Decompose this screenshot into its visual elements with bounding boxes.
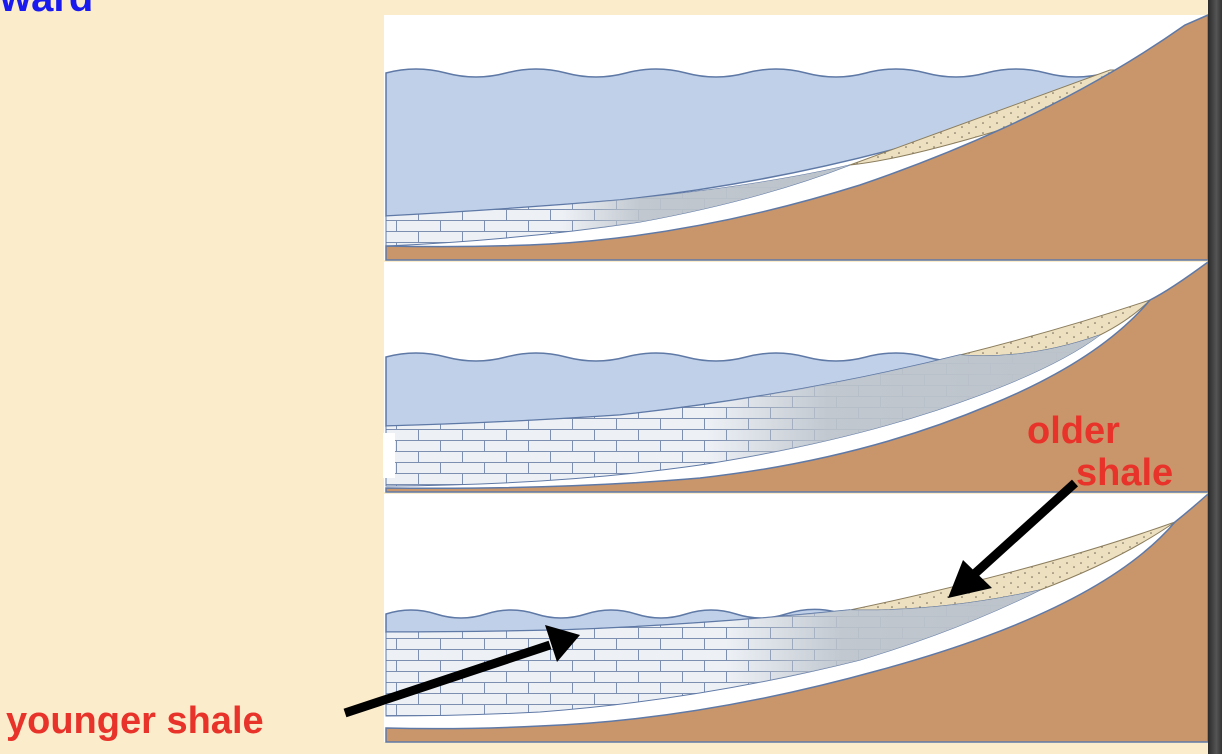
panel-bottom-shale [386, 590, 1040, 716]
window-right-edge [1208, 0, 1222, 754]
panel-middle [384, 260, 1209, 493]
title-fragment: ward [0, 0, 93, 18]
middle-panel-notch [383, 433, 395, 478]
panel-bottom-bedrock [385, 492, 1209, 743]
label-younger-shale: younger shale [6, 700, 264, 742]
panel-middle-shale [386, 335, 1100, 486]
label-shale: shale [1076, 452, 1174, 494]
panel-bottom [384, 492, 1209, 743]
panel-top [384, 13, 1209, 261]
panel-top-bedrock [385, 13, 1209, 261]
panel-top-water [385, 68, 1133, 217]
panel-top-shale [386, 165, 850, 246]
arrow-younger-shale [343, 625, 580, 718]
panel-middle-bedrock [385, 260, 1209, 493]
label-older: older [1027, 410, 1120, 452]
arrow-older-shale [948, 479, 1079, 598]
